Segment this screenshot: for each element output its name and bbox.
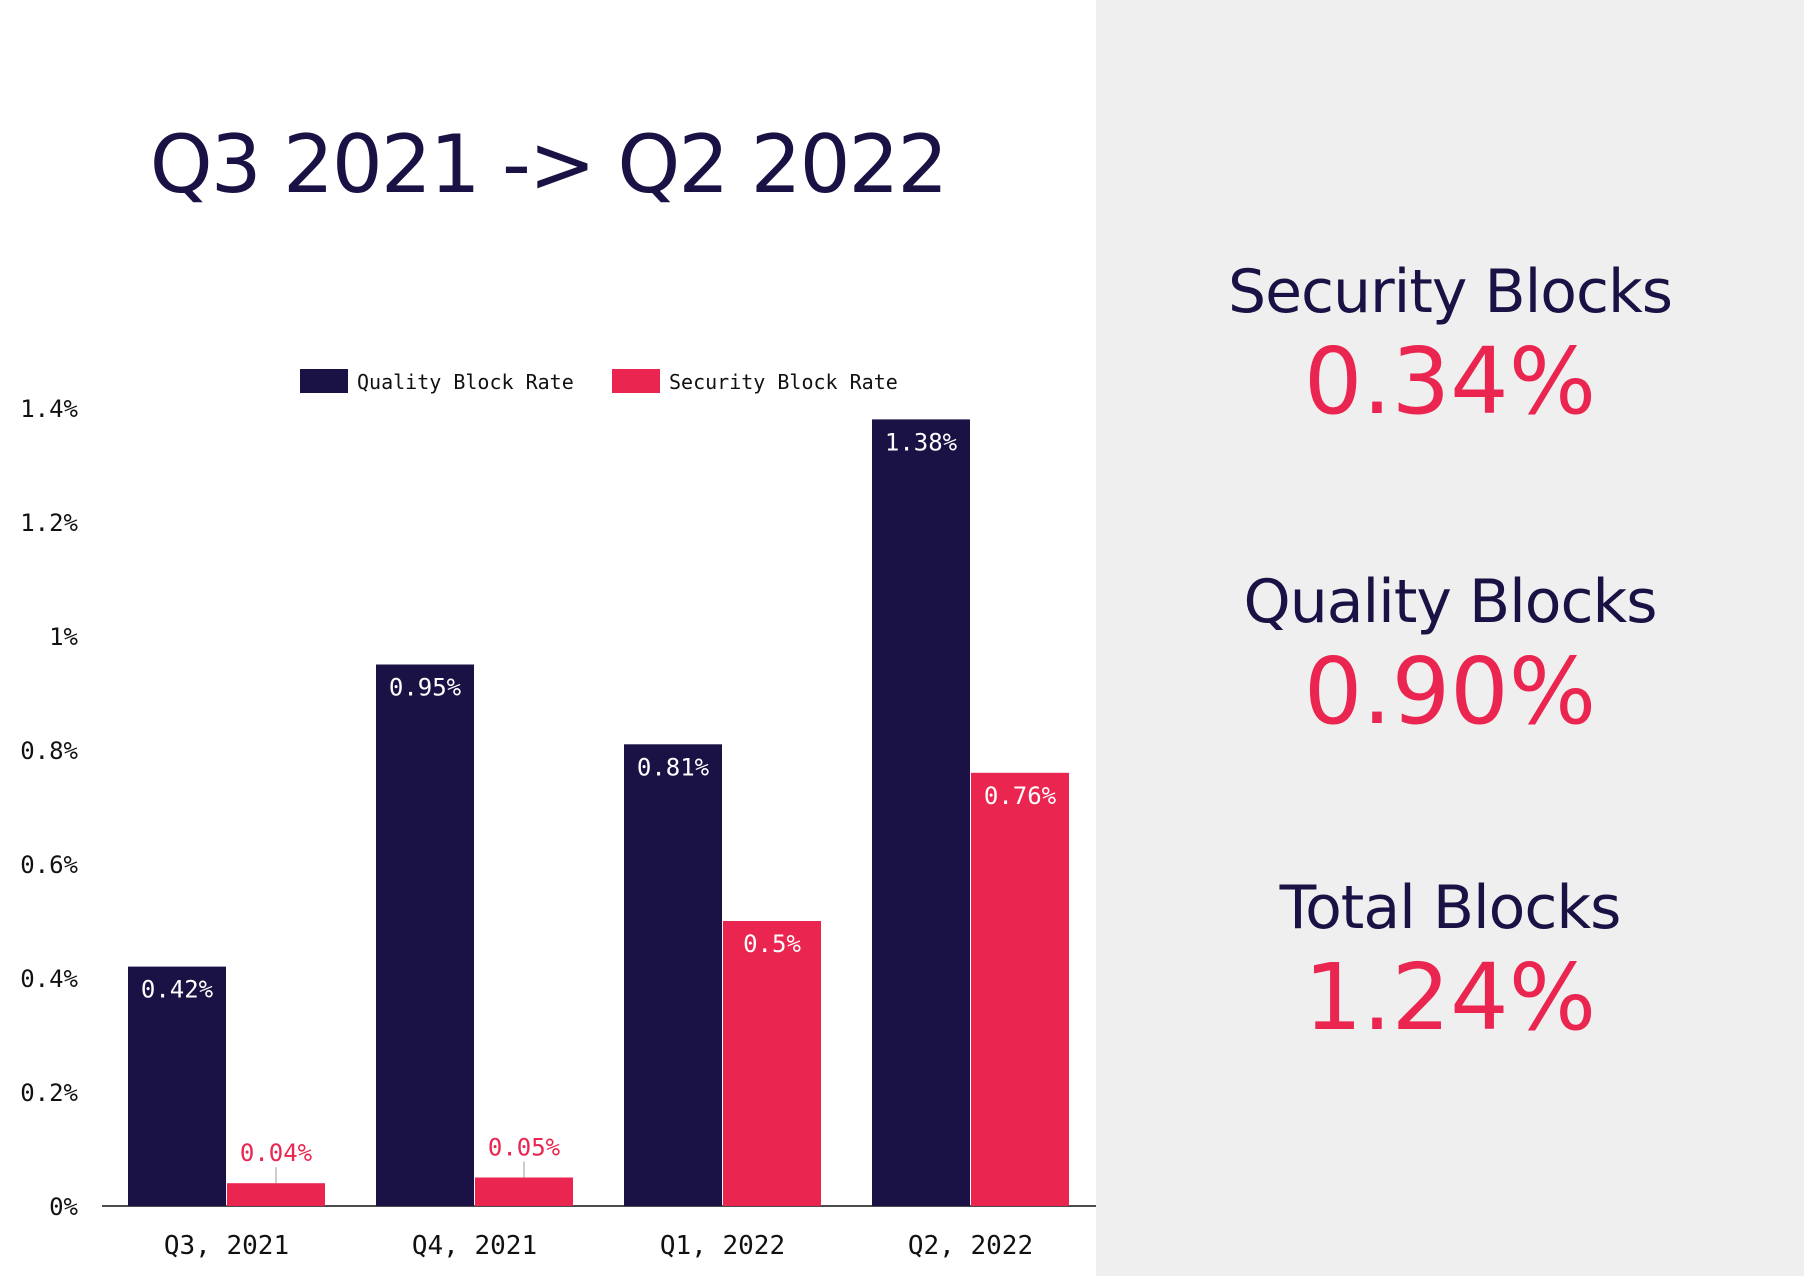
bar-value-label: 0.42% bbox=[141, 976, 214, 1004]
y-tick-label: 0.4% bbox=[20, 965, 78, 993]
bar-value-label: 0.5% bbox=[743, 930, 801, 958]
security-bar bbox=[971, 772, 1069, 1206]
stat-label: Total Blocks bbox=[1279, 873, 1622, 943]
page-title: Q3 2021 -> Q2 2022 bbox=[149, 118, 949, 211]
quality-bar bbox=[624, 744, 722, 1206]
y-tick-label: 1.4% bbox=[20, 395, 78, 423]
y-tick-label: 0.6% bbox=[20, 851, 78, 879]
x-tick-label: Q3, 2021 bbox=[164, 1231, 289, 1261]
bar-value-label: 0.04% bbox=[240, 1139, 313, 1167]
security-bar bbox=[475, 1177, 573, 1206]
y-tick-label: 0.2% bbox=[20, 1079, 78, 1107]
x-tick-label: Q1, 2022 bbox=[660, 1231, 785, 1261]
legend-security-label: Security Block Rate bbox=[669, 370, 898, 394]
y-tick-label: 1% bbox=[49, 623, 78, 651]
legend-security-swatch bbox=[612, 369, 660, 393]
quality-bar bbox=[376, 664, 474, 1206]
legend-quality-swatch bbox=[300, 369, 348, 393]
stat-label: Security Blocks bbox=[1228, 257, 1673, 327]
y-tick-label: 1.2% bbox=[20, 509, 78, 537]
security-bar bbox=[227, 1183, 325, 1206]
legend-quality-label: Quality Block Rate bbox=[357, 370, 574, 394]
x-tick-label: Q2, 2022 bbox=[908, 1231, 1033, 1261]
y-tick-label: 0% bbox=[49, 1193, 78, 1221]
bar-value-label: 0.05% bbox=[488, 1134, 561, 1162]
bar-value-label: 0.95% bbox=[389, 674, 462, 702]
security-blocks-stat: Security Blocks 0.34% bbox=[1096, 262, 1804, 428]
stat-value: 0.34% bbox=[1303, 328, 1597, 435]
x-tick-label: Q4, 2021 bbox=[412, 1231, 537, 1261]
quality-blocks-stat: Quality Blocks 0.90% bbox=[1096, 572, 1804, 738]
quality-bar bbox=[872, 419, 970, 1206]
summary-panel: Security Blocks 0.34% Quality Blocks 0.9… bbox=[1096, 0, 1804, 1276]
y-tick-label: 0.8% bbox=[20, 737, 78, 765]
bar-value-label: 0.81% bbox=[637, 753, 710, 781]
total-blocks-stat: Total Blocks 1.24% bbox=[1096, 878, 1804, 1044]
security-bar bbox=[723, 921, 821, 1206]
stat-value: 1.24% bbox=[1303, 944, 1597, 1051]
stat-label: Quality Blocks bbox=[1243, 567, 1657, 637]
bar-value-label: 0.76% bbox=[984, 782, 1057, 810]
bar-value-label: 1.38% bbox=[885, 428, 958, 456]
quality-bar bbox=[128, 966, 226, 1206]
bar-chart: 0% 0.2% 0.4% 0.6% 0.8% 1% 1.2% 1.4% 0.42% 0.04% Q3… bbox=[20, 369, 1096, 1261]
stat-value: 0.90% bbox=[1303, 638, 1597, 745]
